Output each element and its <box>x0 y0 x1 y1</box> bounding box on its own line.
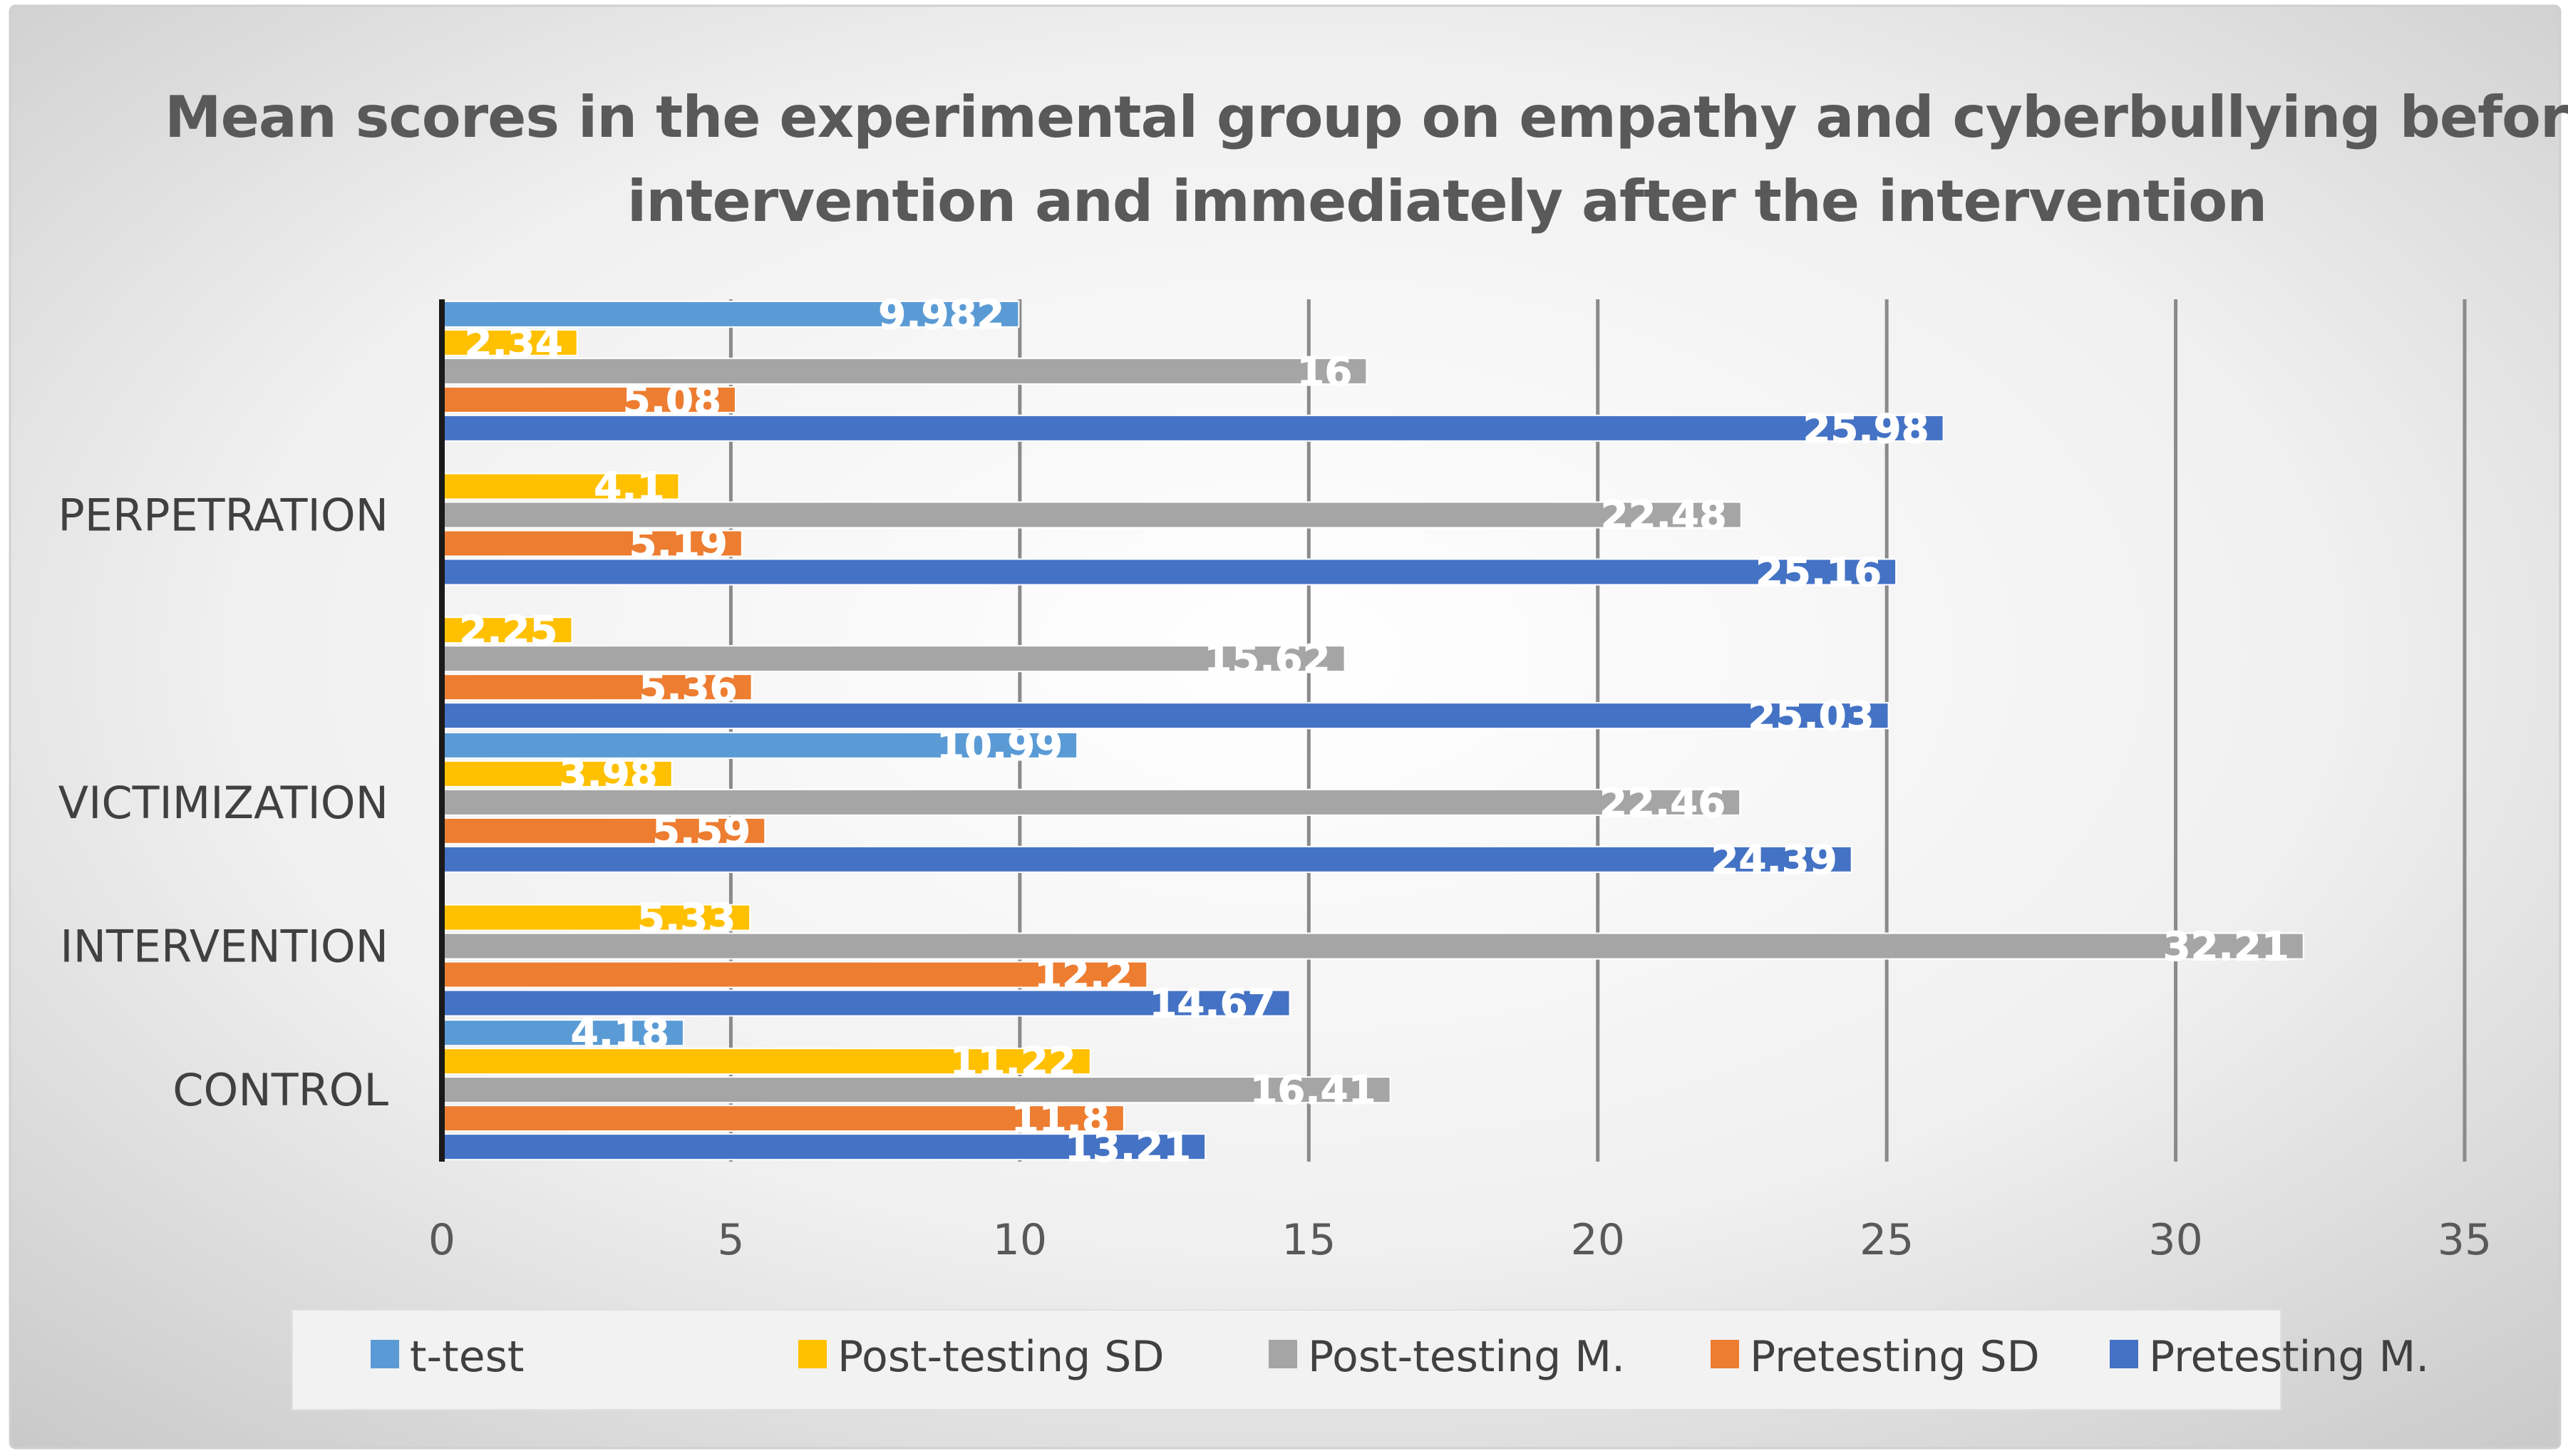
data-label-pretesting-sd-cat3: 5.36 <box>639 665 737 711</box>
bar-pretesting-m-cat4 <box>441 558 1897 586</box>
category-label-intervention: INTERVENTION <box>60 921 388 973</box>
bar-post-testing-m-cat5 <box>441 357 1368 385</box>
bar-pretesting-sd-cat5 <box>441 386 736 413</box>
bar-pretesting-m-cat1 <box>441 989 1291 1017</box>
data-labels: 13.21 14.67 24.39 25.03 25.16 25.98 11.8 12.2 5.… <box>459 291 2289 1171</box>
data-label-post-testing-m-cat5: 16 <box>1296 349 1352 396</box>
data-label-post-testing-m-cat2: 22.46 <box>1599 780 1726 827</box>
legend-swatch-pretesting-sd <box>1711 1340 1739 1368</box>
legend-label-t-test: t-test <box>410 1332 524 1382</box>
x-tick-label-5: 5 <box>717 1215 744 1265</box>
bar-post-testing-sd-cat5 <box>441 329 578 356</box>
data-label-post-testing-m-cat0: 16.41 <box>1249 1068 1376 1114</box>
data-label-post-testing-sd-cat1: 5.33 <box>637 896 736 942</box>
bar-post-testing-m-cat1 <box>441 932 2304 960</box>
data-label-pretesting-sd-cat2: 5.59 <box>652 809 751 855</box>
data-label-post-testing-sd-cat2: 3.98 <box>560 752 658 798</box>
bar-pretesting-m-cat0 <box>441 1133 1207 1161</box>
data-label-post-testing-m-cat4: 22.48 <box>1601 493 1727 539</box>
data-label-pretesting-m-cat0: 13.21 <box>1065 1125 1191 1171</box>
bar-pretesting-sd-cat3 <box>441 673 753 701</box>
category-label-perpetration: PERPETRATION <box>58 490 388 542</box>
x-tick-label-0: 0 <box>428 1215 455 1265</box>
legend: t-test Post-testing SD Post-testing M. Pret… <box>292 1309 2429 1410</box>
chart-title: Mean scores in the experimental group on… <box>165 84 2568 234</box>
x-tick-label-15: 15 <box>1282 1215 1336 1265</box>
data-label-t-test-cat0: 4.18 <box>571 1011 669 1057</box>
legend-label-pretesting-m: Pretesting M. <box>2149 1332 2429 1382</box>
x-tick-label-30: 30 <box>2148 1215 2202 1265</box>
legend-swatch-post-testing-sd <box>798 1340 827 1368</box>
category-label-control: CONTROL <box>172 1064 388 1116</box>
legend-swatch-t-test <box>371 1340 399 1368</box>
data-label-pretesting-m-cat5: 25.98 <box>1803 406 1929 453</box>
bar-t-test-cat5 <box>441 300 1020 328</box>
bar-post-testing-m-cat0 <box>441 1076 1391 1104</box>
data-label-pretesting-m-cat3: 25.03 <box>1748 693 1874 740</box>
x-tick-label-25: 25 <box>1860 1215 1914 1265</box>
data-label-pretesting-sd-cat4: 5.19 <box>629 522 728 568</box>
data-label-post-testing-m-cat3: 15.62 <box>1204 636 1330 683</box>
data-label-post-testing-sd-cat0: 11.22 <box>950 1039 1076 1085</box>
legend-label-post-testing-sd: Post-testing SD <box>837 1332 1165 1382</box>
title-line-1: Mean scores in the experimental group on… <box>165 84 2568 150</box>
data-label-t-test-cat5: 9.982 <box>878 292 1004 339</box>
axes: CONTROL INTERVENTION VICTIMIZATION PERPETRA… <box>58 299 445 1162</box>
data-label-post-testing-sd-cat4: 4.1 <box>594 465 664 511</box>
legend-label-pretesting-sd: Pretesting SD <box>1750 1332 2040 1382</box>
category-label-victimization: VICTIMIZATION <box>58 777 388 829</box>
data-label-post-testing-m-cat1: 32.21 <box>2163 924 2289 971</box>
bar-post-testing-sd-cat1 <box>441 904 751 931</box>
x-tick-label-35: 35 <box>2438 1215 2492 1265</box>
data-label-pretesting-m-cat1: 14.67 <box>1149 981 1275 1028</box>
gridlines: 0 5 10 15 20 25 30 35 <box>428 299 2492 1265</box>
bar-post-testing-sd-cat0 <box>441 1048 1091 1075</box>
data-label-pretesting-sd-cat5: 5.08 <box>623 378 721 424</box>
data-label-post-testing-sd-cat5: 2.34 <box>465 321 563 367</box>
bar-t-test-cat2 <box>441 731 1078 759</box>
data-label-pretesting-sd-cat1: 12.2 <box>1034 953 1133 999</box>
data-label-post-testing-sd-cat3: 2.25 <box>459 608 557 654</box>
data-label-pretesting-m-cat4: 25.16 <box>1755 550 1882 597</box>
x-tick-label-10: 10 <box>993 1215 1047 1265</box>
bar-pretesting-sd-cat1 <box>441 961 1148 988</box>
legend-label-post-testing-m: Post-testing M. <box>1308 1332 1625 1382</box>
data-label-pretesting-sd-cat0: 11.8 <box>1011 1096 1110 1142</box>
bars <box>441 300 2304 1161</box>
bar-post-testing-sd-cat2 <box>441 760 673 788</box>
bar-pretesting-sd-cat0 <box>441 1105 1125 1132</box>
x-tick-label-20: 20 <box>1571 1215 1625 1265</box>
legend-swatch-post-testing-m <box>1269 1340 1297 1368</box>
data-label-t-test-cat2: 10.99 <box>937 723 1063 770</box>
title-line-2: intervention and immediately after the i… <box>627 168 2267 234</box>
data-label-pretesting-m-cat2: 24.39 <box>1711 837 1837 884</box>
bar-post-testing-m-cat2 <box>441 788 1741 816</box>
bar-pretesting-sd-cat4 <box>441 530 743 557</box>
bar-pretesting-m-cat2 <box>441 845 1852 873</box>
legend-swatch-pretesting-m <box>2110 1340 2138 1368</box>
bar-post-testing-sd-cat3 <box>441 616 573 644</box>
